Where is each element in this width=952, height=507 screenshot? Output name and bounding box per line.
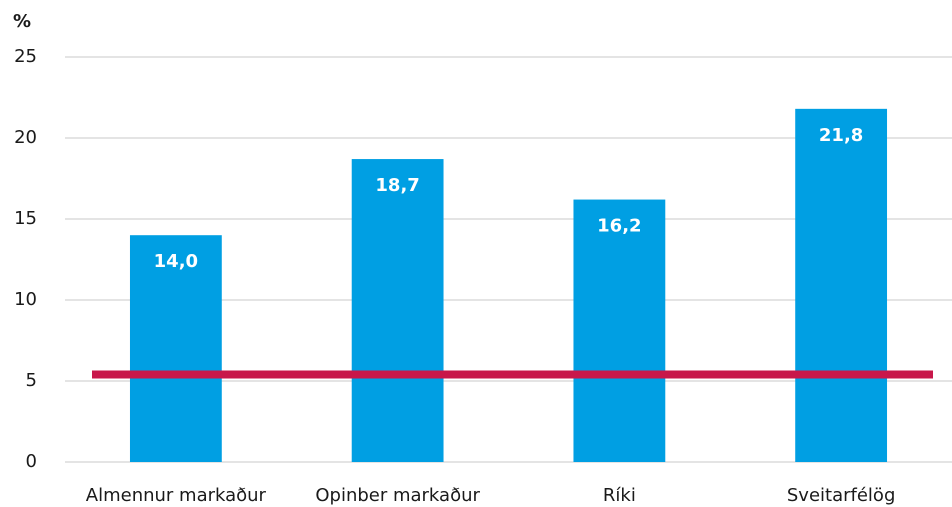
value-label: 18,7 bbox=[375, 175, 419, 196]
y-tick-label: 5 bbox=[26, 370, 37, 391]
bar bbox=[129, 235, 222, 462]
bar bbox=[351, 159, 444, 462]
x-tick-label: Ríki bbox=[603, 485, 636, 506]
x-tick-label: Opinber markaður bbox=[315, 485, 480, 506]
y-tick-label: 20 bbox=[14, 127, 37, 148]
value-label: 16,2 bbox=[597, 216, 641, 237]
y-tick-label: 10 bbox=[14, 289, 37, 310]
y-axis-label: % bbox=[13, 11, 31, 32]
value-label: 14,0 bbox=[154, 251, 198, 272]
value-label: 21,8 bbox=[819, 125, 863, 146]
x-tick-label: Almennur markaður bbox=[86, 485, 267, 506]
y-tick-label: 15 bbox=[14, 208, 37, 229]
y-tick-label: 0 bbox=[26, 451, 37, 472]
y-tick-label: 25 bbox=[14, 46, 37, 67]
bar bbox=[573, 199, 666, 462]
bar bbox=[795, 108, 888, 462]
x-tick-label: Sveitarfélög bbox=[787, 485, 896, 506]
